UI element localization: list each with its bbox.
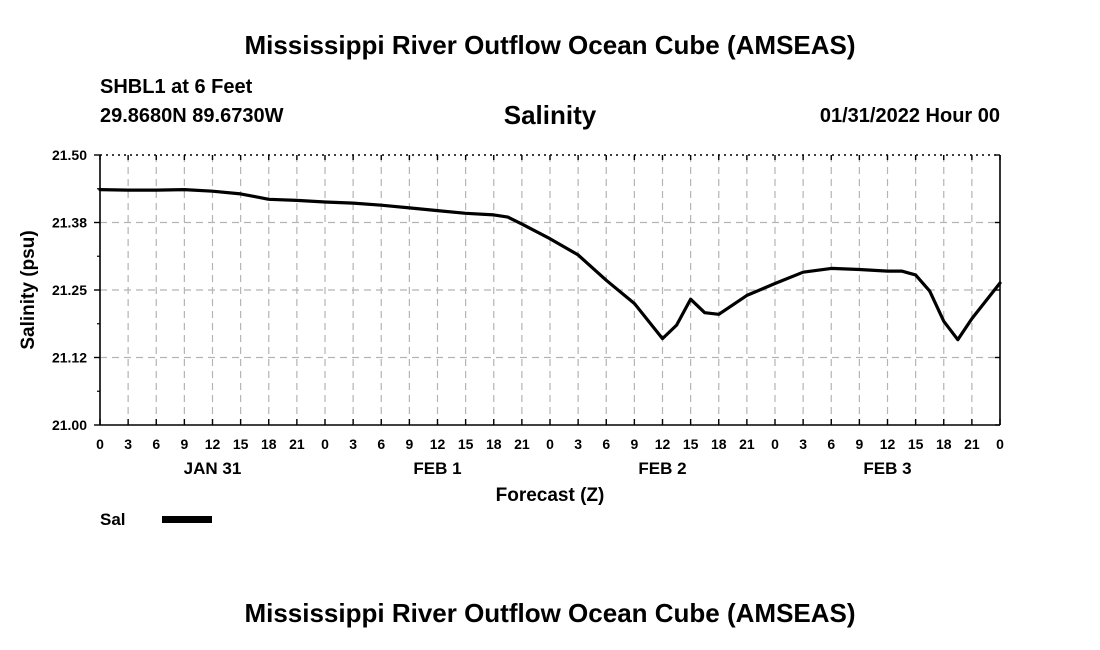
legend-label: Sal — [100, 510, 126, 529]
footer-title: Mississippi River Outflow Ocean Cube (AM… — [244, 598, 856, 628]
y-tick-label: 21.38 — [52, 215, 87, 231]
x-tick-label: 9 — [855, 436, 863, 452]
x-tick-label: 3 — [349, 436, 357, 452]
x-tick-label: 6 — [602, 436, 610, 452]
x-axis-label: Forecast (Z) — [496, 485, 605, 506]
y-tick-label: 21.25 — [52, 282, 87, 298]
x-tick-label: 21 — [289, 436, 305, 452]
x-tick-label: 3 — [574, 436, 582, 452]
x-tick-label: 3 — [799, 436, 807, 452]
x-tick-label: 6 — [377, 436, 385, 452]
chart-subtitle: Salinity — [503, 100, 597, 130]
x-tick-label: 12 — [880, 436, 896, 452]
x-tick-label: 15 — [683, 436, 699, 452]
x-tick-label: 6 — [827, 436, 835, 452]
x-tick-label: 15 — [233, 436, 249, 452]
x-tick-label: 15 — [458, 436, 474, 452]
x-tick-label: 9 — [180, 436, 188, 452]
x-tick-label: 12 — [655, 436, 671, 452]
x-day-label: FEB 3 — [863, 459, 911, 478]
forecast-datetime: 01/31/2022 Hour 00 — [819, 105, 1000, 127]
legend-line-swatch — [162, 516, 212, 523]
x-tick-label: 18 — [486, 436, 502, 452]
y-axis-label: Salinity (psu) — [18, 230, 39, 349]
x-tick-label: 21 — [964, 436, 980, 452]
x-tick-label: 21 — [514, 436, 530, 452]
x-tick-label: 0 — [546, 436, 554, 452]
x-tick-label: 21 — [739, 436, 755, 452]
x-tick-label: 6 — [152, 436, 160, 452]
x-tick-label: 0 — [321, 436, 329, 452]
x-tick-label: 0 — [96, 436, 104, 452]
x-day-label: FEB 1 — [413, 459, 461, 478]
station-label: SHBL1 at 6 Feet — [100, 76, 253, 98]
y-tick-label: 21.00 — [52, 417, 87, 433]
x-tick-label: 18 — [936, 436, 952, 452]
x-tick-label: 12 — [205, 436, 221, 452]
x-tick-label: 12 — [430, 436, 446, 452]
y-tick-label: 21.12 — [52, 350, 87, 366]
station-coordinates: 29.8680N 89.6730W — [100, 105, 284, 127]
x-tick-label: 0 — [771, 436, 779, 452]
y-tick-label: 21.50 — [52, 147, 87, 163]
x-day-label: JAN 31 — [184, 459, 242, 478]
x-tick-label: 18 — [711, 436, 727, 452]
x-tick-label: 9 — [630, 436, 638, 452]
x-day-label: FEB 2 — [638, 459, 686, 478]
series-line-sal — [98, 188, 1002, 342]
x-tick-label: 3 — [124, 436, 132, 452]
x-tick-label: 0 — [996, 436, 1004, 452]
x-tick-label: 9 — [405, 436, 413, 452]
x-tick-label: 18 — [261, 436, 277, 452]
x-tick-label: 15 — [908, 436, 924, 452]
chart-title: Mississippi River Outflow Ocean Cube (AM… — [244, 30, 856, 60]
